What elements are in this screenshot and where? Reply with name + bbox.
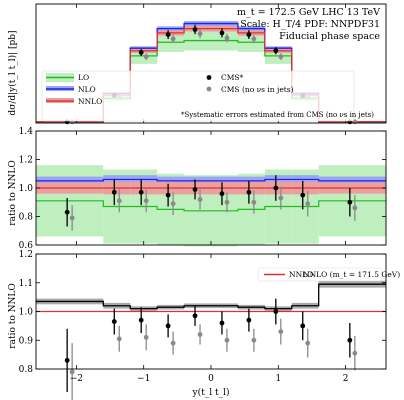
x-tick-label-2: 0: [208, 374, 214, 384]
top-cms-point-6: [246, 32, 252, 37]
mid-cms-nonu-point-1: [116, 198, 122, 204]
panel-top: [35, 3, 387, 125]
bot-cms-point-0: [64, 357, 70, 363]
mid-cms-point-8: [300, 192, 306, 198]
top-cms-nonu-point-2: [143, 54, 149, 60]
bot-ytick-label-0: 0.8: [19, 365, 34, 375]
bot-cms-point-2: [138, 317, 144, 323]
bot-cms-nonu-point-0: [69, 369, 75, 375]
top-legend-box: [41, 70, 355, 122]
mid-cms-nonu-point-7: [278, 195, 284, 201]
top-cms-nonu-point-3: [170, 36, 176, 42]
top-cms-point-4: [192, 27, 198, 32]
bot-cms-point-1: [111, 319, 117, 324]
bot-cms-nonu-point-1: [116, 336, 122, 342]
bot-ytick-label-2: 1.0: [19, 308, 34, 318]
legend-nnlo-label: NNLO: [78, 97, 102, 106]
mid-cms-point-5: [219, 191, 225, 197]
legend-cms-marker: [206, 75, 212, 80]
top-cms-nonu-point-4: [197, 31, 203, 37]
annotation-line-3: Fiducial phase space: [279, 31, 380, 42]
mid-cms-nonu-point-9: [352, 205, 358, 211]
legend-lo-label: LO: [78, 73, 89, 82]
bot-alt-line: [36, 283, 386, 310]
mid-cms-nonu-point-6: [251, 199, 257, 205]
mid-cms-point-9: [347, 199, 353, 205]
legend-nlo-label: NLO: [78, 85, 96, 94]
top-cms-nonu-point-7: [278, 54, 284, 60]
mid-ytick-label-0: 0.6: [19, 241, 34, 251]
bot-cms-nonu-point-4: [197, 332, 203, 337]
legend-cms-nonu-label: CMS (no νs in jets): [221, 85, 294, 94]
x-tick-label-0: −2: [70, 374, 83, 384]
top-cms-nonu-point-5: [224, 35, 230, 41]
bot-cms-nonu-point-5: [224, 337, 230, 343]
mid-cms-point-0: [64, 209, 70, 215]
mid-lo-line: [36, 200, 386, 212]
x-tick-label-1: −1: [137, 374, 150, 384]
bot-cms-point-8: [300, 323, 306, 329]
legend-bot-alt-label: NNLO (m_t = 171.5 GeV): [303, 270, 400, 279]
mid-nlo-line: [36, 178, 386, 182]
mid-cms-point-6: [246, 189, 252, 195]
mid-cms-nonu-point-0: [69, 215, 75, 221]
legend-cms-label: CMS*: [221, 73, 244, 82]
mid-cms-nonu-point-8: [305, 201, 311, 207]
panel-bot: 0.8 0.9 1.0 1.1 1.2 −2 −1 0 1 2: [19, 250, 387, 400]
mid-ytick-label-3: 1.2: [19, 156, 33, 166]
legend-cms-nonu-marker: [206, 86, 212, 92]
mid-cms-nonu-point-4: [197, 197, 203, 202]
annotation-line-2: Scale: H_T/4 PDF: NNPDF31: [240, 19, 380, 30]
bot-legend-box: [257, 267, 383, 282]
bot-ytick-label-3: 1.1: [19, 279, 33, 289]
top-cms-point-3: [165, 32, 171, 37]
top-cms-point-7: [273, 48, 279, 54]
mid-cms-point-3: [165, 192, 171, 198]
bot-cms-point-4: [192, 313, 198, 319]
bot-cms-nonu-point-2: [143, 334, 149, 340]
legend-bot-nnlo-label: NNLO: [289, 270, 313, 279]
mid-cms-point-4: [192, 187, 198, 192]
bot-cms-point-9: [347, 337, 353, 343]
top-cms-point-2: [138, 50, 144, 55]
footnote: *Systematic errors estimated from CMS (n…: [181, 111, 374, 119]
top-cms-point-5: [219, 30, 225, 36]
bot-cms-point-5: [219, 320, 225, 326]
mid-ylabel: ratio to NNLO: [8, 160, 18, 225]
x-tick-label-4: 2: [343, 374, 349, 384]
mid-cms-nonu-point-3: [170, 201, 176, 207]
bot-cms-nonu-point-3: [170, 340, 176, 346]
mid-cms-nonu-point-5: [224, 199, 230, 205]
mid-cms-point-7: [273, 185, 279, 191]
bot-cms-point-7: [273, 309, 279, 314]
top-cms-nonu-point-6: [251, 36, 257, 42]
mid-cms-point-1: [111, 189, 117, 195]
mid-cms-point-2: [138, 189, 144, 195]
bot-cms-nonu-point-9: [352, 350, 358, 356]
mid-ytick-label-4: 1.4: [19, 127, 34, 137]
top-ylabel: dσ/d|y(t_l t_l)| [pb]: [7, 30, 18, 115]
x-axis-label: y(t_l t_l): [192, 387, 230, 398]
bot-cms-nonu-point-8: [305, 340, 311, 346]
panel-mid: 0.6 0.8 1.0 1.2 1.4: [19, 127, 387, 251]
bot-cms-nonu-point-6: [251, 337, 257, 343]
x-tick-label-3: 1: [275, 374, 281, 384]
mid-cms-nonu-point-2: [143, 198, 149, 204]
bot-cms-nonu-point-7: [278, 329, 284, 335]
mid-ytick-label-1: 0.8: [19, 213, 34, 223]
mid-ytick-label-2: 1.0: [19, 184, 34, 194]
bot-cms-point-3: [165, 323, 171, 329]
bot-cms-point-6: [246, 317, 252, 323]
bot-ylabel: ratio to NNLO: [8, 283, 18, 348]
annotation-line-1: m_t = 172.5 GeV LHC 13 TeV: [237, 7, 380, 18]
bot-ytick-label-1: 0.9: [19, 336, 34, 346]
bot-ytick-label-4: 1.2: [19, 250, 33, 260]
